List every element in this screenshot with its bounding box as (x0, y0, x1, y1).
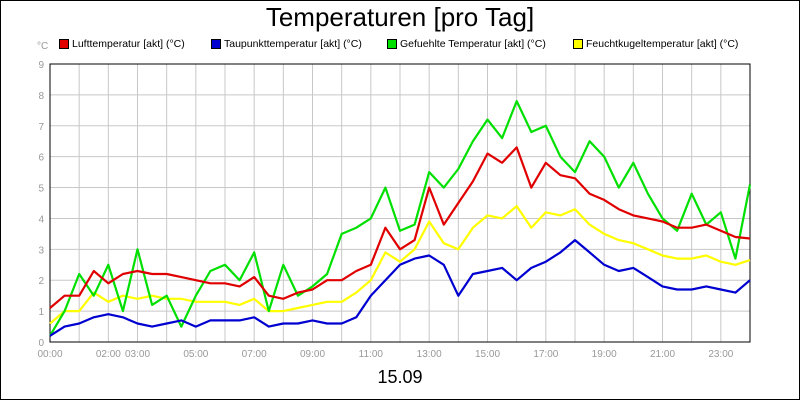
x-tick-label: 23:00 (708, 349, 733, 360)
y-tick-label: 5 (38, 184, 44, 195)
series-lines (49, 99, 752, 337)
y-axis-ticks: 0 1 2 3 4 5 6 7 8 9 (38, 60, 44, 349)
legend-swatch-feuchtkugeltemperatur (573, 39, 583, 49)
y-tick-label: 2 (38, 276, 44, 287)
series-line-gefuehlte-temperatur (49, 99, 752, 337)
x-tick-label: 02:00 (96, 349, 121, 360)
series-line-taupunkttemperatur (49, 239, 751, 337)
legend-swatch-gefuehlte-temperatur (387, 39, 397, 49)
y-tick-label: 3 (38, 245, 44, 256)
x-tick-label: 17:00 (533, 349, 558, 360)
y-tick-label: 9 (38, 60, 44, 71)
legend-item-feuchtkugeltemperatur: Feuchtkugeltemperatur [akt] (°C) (573, 38, 738, 50)
x-tick-label: 11:00 (359, 349, 384, 360)
legend-label-lufttemperatur: Lufttemperatur [akt] (°C) (72, 38, 185, 50)
x-tick-label: 05:00 (183, 349, 208, 360)
x-tick-label: 21:00 (650, 349, 675, 360)
x-tick-label: 03:00 (125, 349, 150, 360)
x-tick-label: 09:00 (300, 349, 325, 360)
x-tick-label: 15:00 (475, 349, 500, 360)
legend-swatch-taupunkttemperatur (211, 39, 221, 49)
x-tick-label: 19:00 (592, 349, 617, 360)
y-tick-label: 4 (38, 214, 44, 225)
y-tick-label: 7 (38, 122, 44, 133)
legend-item-gefuehlte-temperatur: Gefuehlte Temperatur [akt] (°C) (387, 38, 546, 50)
x-axis-ticks: 00:00 02:00 03:00 05:00 07:00 09:00 11:00 13:00… (37, 349, 733, 360)
y-tick-label: 1 (38, 307, 44, 318)
date-label: 15.09 (377, 367, 423, 387)
series-line-lufttemperatur (49, 146, 751, 309)
y-tick-label: 6 (38, 153, 44, 164)
legend-label-gefuehlte-temperatur: Gefuehlte Temperatur [akt] (°C) (400, 38, 546, 50)
legend-swatch-lufttemperatur (59, 39, 69, 49)
y-axis-unit-label: °C (37, 41, 49, 52)
legend-item-lufttemperatur: Lufttemperatur [akt] (°C) (59, 38, 185, 50)
series-line-feuchtkugeltemperatur (49, 205, 751, 325)
legend-label-feuchtkugeltemperatur: Feuchtkugeltemperatur [akt] (°C) (586, 38, 739, 50)
x-tick-label: 07:00 (242, 349, 267, 360)
chart-title: Temperaturen [pro Tag] (265, 2, 535, 32)
x-tick-label: 13:00 (417, 349, 442, 360)
y-tick-label: 0 (38, 338, 44, 349)
legend-item-taupunkttemperatur: Taupunkttemperatur [akt] (°C) (211, 38, 362, 50)
y-tick-label: 8 (38, 91, 44, 102)
legend: Lufttemperatur [akt] (°C) Taupunkttemper… (0, 38, 800, 52)
legend-label-taupunkttemperatur: Taupunkttemperatur [akt] (°C) (224, 38, 362, 50)
plot-border (49, 63, 751, 343)
grid (50, 64, 750, 342)
x-tick-label: 00:00 (37, 349, 62, 360)
